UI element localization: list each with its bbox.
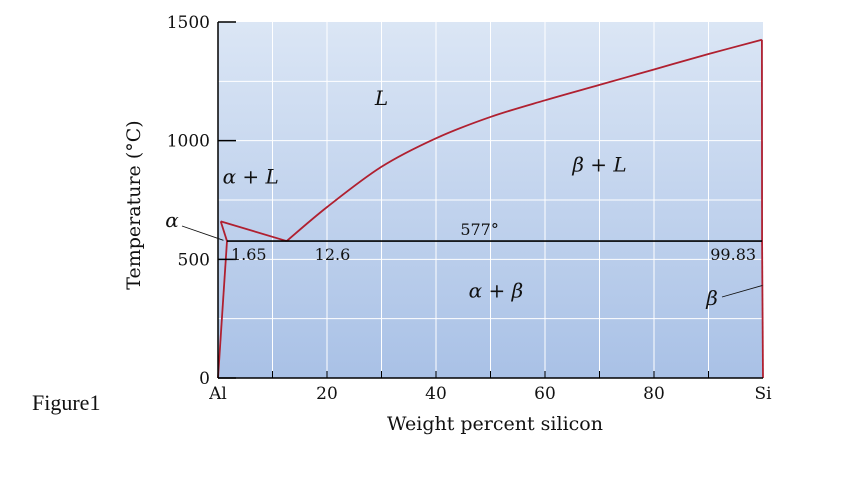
y-tick-label: 1000	[167, 132, 210, 152]
region-label-liquid: L	[374, 86, 388, 110]
phase-boundary-alpha-solidus	[219, 221, 228, 242]
phase-boundary-beta-solvus	[761, 241, 764, 379]
beta-callout-line	[721, 285, 763, 298]
region-label-alpha-plus-beta: α + β	[469, 278, 524, 302]
eutectic-temperature-label: 577°	[460, 220, 499, 239]
composition-label: 1.65	[231, 245, 267, 264]
callout-label-alpha: α	[165, 208, 179, 232]
x-tick-label: 40	[425, 384, 447, 404]
region-label-beta-plus-liquid: β + L	[571, 153, 626, 177]
y-axis-title: Temperature (°C)	[123, 120, 145, 289]
phase-lines	[217, 38, 764, 379]
figure-caption: Figure1	[32, 390, 100, 415]
x-tick-label: 60	[534, 384, 556, 404]
x-axis-title: Weight percent silicon	[387, 413, 603, 435]
x-tick-label: Al	[208, 384, 227, 404]
y-tick-label: 0	[199, 369, 210, 389]
phase-boundary-alpha-solvus	[217, 241, 228, 379]
axes: 0 500 1000 1500 Al 20 40 60 80 Si	[167, 13, 772, 404]
x-tick-label: Si	[754, 384, 772, 404]
y-tick-label: 500	[178, 250, 210, 270]
phase-boundary-liquidus-Si-side	[286, 38, 763, 242]
phase-boundary-liquidus-Al-side	[220, 220, 287, 242]
grid	[218, 22, 763, 378]
labels: 577° 1.65 12.6 99.83 Lα + L β + L α + β α β	[165, 86, 763, 310]
y-tick-label: 1500	[167, 13, 210, 33]
alpha-callout-line	[181, 225, 224, 241]
x-tick-label: 20	[316, 384, 338, 404]
callout-label-beta: β	[705, 286, 718, 310]
composition-label: 99.83	[710, 245, 756, 264]
composition-label: 12.6	[315, 245, 351, 264]
region-label-alpha-plus-liquid: α + L	[223, 164, 279, 188]
x-tick-label: 80	[643, 384, 665, 404]
